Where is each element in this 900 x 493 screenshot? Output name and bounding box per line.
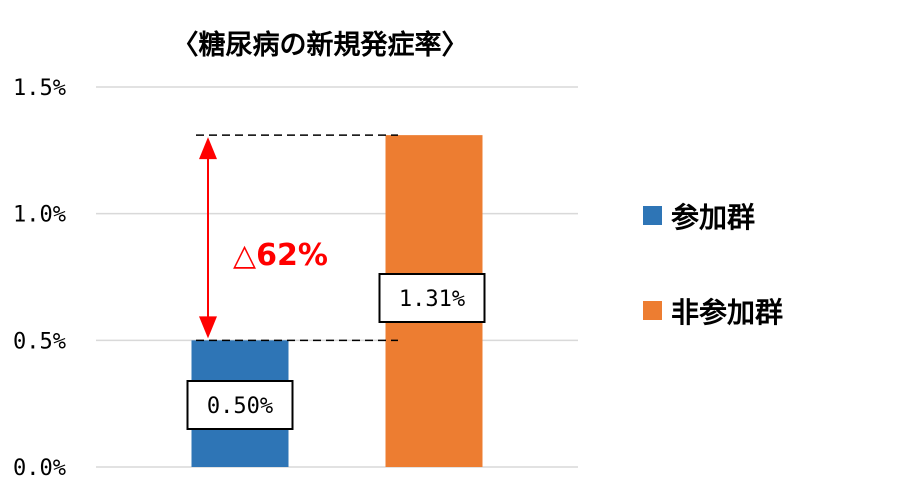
legend-swatch [643,301,662,320]
arrow-head-down [199,316,217,339]
legend-label: 非参加群 [671,296,783,329]
reference-lines [196,134,398,342]
data-label-box [186,380,294,430]
gridlines [96,86,578,468]
y-tick-label: 0.5% [13,329,66,354]
chart-title: 〈糖尿病の新規発症率〉 [172,29,469,61]
y-tick-label: 1.0% [13,203,66,228]
arrow-head-up [199,137,217,160]
legend-swatch [643,206,662,225]
legend-label: 参加群 [671,201,755,234]
difference-arrow: △62% [199,137,328,339]
data-label-box [378,273,486,323]
data-labels: 0.50% 1.31% [186,273,486,430]
y-axis: 0.0% 0.5% 1.0% 1.5% [13,76,66,481]
y-tick-label: 0.0% [13,456,66,481]
y-tick-label: 1.5% [13,76,66,101]
data-label: 1.31% [399,287,465,312]
data-label: 0.50% [207,394,273,419]
difference-annotation: △62% [233,238,328,273]
